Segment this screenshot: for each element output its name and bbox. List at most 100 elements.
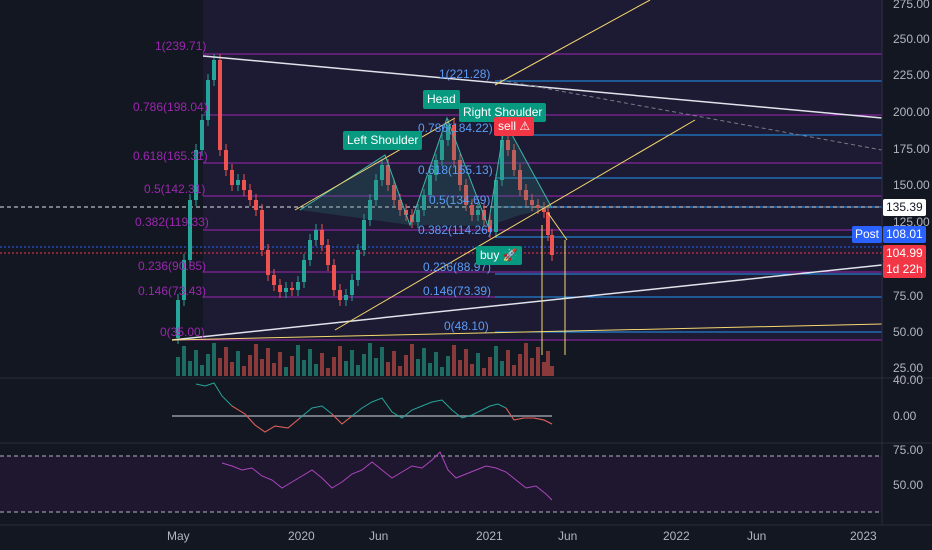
fib-right-label: 0.786(184.22) bbox=[418, 121, 493, 135]
fib-left-label: 0.146(73.43) bbox=[138, 284, 207, 298]
fib-left-label: 0.382(119.33) bbox=[135, 215, 209, 229]
candle-body bbox=[344, 295, 348, 300]
candle-body bbox=[194, 150, 198, 200]
volume-bar bbox=[404, 355, 408, 376]
candles bbox=[176, 54, 554, 344]
osc-line bbox=[195, 382, 553, 433]
osc-tick: 0.00 bbox=[893, 409, 917, 423]
time-tick: 2021 bbox=[476, 529, 503, 543]
volume-bar bbox=[374, 358, 378, 376]
volume-bars bbox=[176, 343, 554, 376]
volume-bar bbox=[272, 363, 276, 376]
volume-bar bbox=[530, 358, 534, 376]
price-tick: 50.00 bbox=[893, 325, 924, 339]
candle-body bbox=[512, 150, 516, 170]
candle-body bbox=[308, 240, 312, 260]
buy-signal-label[interactable]: buy 🚀 bbox=[476, 246, 522, 265]
time-tick: Jun bbox=[369, 529, 389, 543]
countdown-badge: 1d 22h bbox=[883, 261, 926, 278]
volume-bar bbox=[242, 366, 246, 376]
volume-bar bbox=[356, 365, 360, 376]
left-shoulder-label[interactable]: Left Shoulder bbox=[343, 131, 423, 150]
highlight-band bbox=[203, 0, 883, 340]
volume-bar bbox=[386, 362, 390, 376]
volume-bar bbox=[476, 353, 480, 376]
volume-bar bbox=[434, 352, 438, 376]
fib-left-label: 0.786(198.04) bbox=[133, 100, 208, 114]
volume-bar bbox=[308, 349, 312, 376]
time-tick: May bbox=[167, 529, 190, 543]
volume-bar bbox=[416, 359, 420, 376]
price-tick: 200.00 bbox=[893, 105, 930, 119]
volume-bar bbox=[182, 346, 186, 376]
post-label-badge: Post bbox=[852, 226, 883, 243]
price-tick: 125.00 bbox=[893, 215, 930, 229]
volume-bar bbox=[542, 362, 546, 376]
candle-body bbox=[440, 140, 444, 160]
volume-bar bbox=[380, 347, 384, 376]
volume-bar bbox=[488, 357, 492, 376]
volume-bar bbox=[194, 350, 198, 376]
volume-bar bbox=[200, 365, 204, 376]
volume-bar bbox=[536, 347, 540, 376]
candle-body bbox=[236, 180, 240, 185]
fib-left-label: 1(239.71) bbox=[155, 39, 207, 53]
fib-left-label: 0.618(165.31) bbox=[133, 149, 208, 163]
candle-body bbox=[338, 290, 342, 300]
volume-bar bbox=[296, 345, 300, 376]
candle-body bbox=[434, 160, 438, 175]
volume-bar bbox=[428, 363, 432, 376]
volume-bar bbox=[212, 343, 216, 376]
price-tick: 175.00 bbox=[893, 142, 930, 156]
price-tick: 275.00 bbox=[893, 0, 930, 11]
volume-bar bbox=[326, 368, 330, 376]
candle-body bbox=[182, 260, 186, 300]
fib-left-label: 0.5(142.31) bbox=[144, 182, 206, 196]
volume-bar bbox=[512, 365, 516, 376]
time-tick: 2022 bbox=[663, 529, 690, 543]
time-tick: 2020 bbox=[288, 529, 315, 543]
candle-body bbox=[284, 288, 288, 292]
fib-right-label: 0.5(134.69) bbox=[429, 193, 491, 207]
candle-body bbox=[260, 210, 264, 250]
volume-bar bbox=[494, 346, 498, 376]
volume-bar bbox=[332, 357, 336, 376]
volume-bar bbox=[422, 348, 426, 376]
osc-tick: 40.00 bbox=[893, 373, 924, 387]
volume-bar bbox=[176, 357, 180, 376]
candle-body bbox=[314, 230, 318, 240]
candle-body bbox=[230, 170, 234, 185]
sell-signal-label[interactable]: sell ⚠ bbox=[494, 117, 535, 136]
candle-body bbox=[254, 200, 258, 210]
candle-body bbox=[380, 165, 384, 180]
candle-body bbox=[458, 160, 462, 185]
volume-bar bbox=[266, 348, 270, 376]
fib-left-label: 0(35.00) bbox=[160, 325, 205, 339]
candle-body bbox=[218, 60, 222, 150]
rsi-tick: 50.00 bbox=[893, 478, 924, 492]
volume-bar bbox=[506, 350, 510, 376]
marker-135-badge: 135.39 bbox=[883, 199, 926, 216]
fib-right-label: 0.618(155.13) bbox=[418, 163, 493, 177]
last-price-badge: 104.99 bbox=[883, 245, 926, 262]
price-tick: 225.00 bbox=[893, 68, 930, 82]
candle-body bbox=[350, 280, 354, 295]
time-tick: 2023 bbox=[850, 529, 877, 543]
candle-body bbox=[326, 245, 330, 265]
osc-negative bbox=[231, 405, 553, 433]
volume-bar bbox=[206, 354, 210, 376]
candle-body bbox=[506, 140, 510, 150]
volume-bar bbox=[302, 360, 306, 376]
volume-bar bbox=[362, 354, 366, 376]
candle-body bbox=[422, 195, 426, 210]
volume-bar bbox=[314, 364, 318, 376]
candle-body bbox=[398, 200, 402, 210]
candle-body bbox=[500, 140, 504, 180]
volume-bar bbox=[368, 343, 372, 376]
candle-body bbox=[550, 235, 554, 255]
price-tick: 150.00 bbox=[893, 178, 930, 192]
fib-right-label: 0(48.10) bbox=[444, 319, 489, 333]
head-label[interactable]: Head bbox=[423, 90, 460, 109]
candle-body bbox=[320, 230, 324, 245]
